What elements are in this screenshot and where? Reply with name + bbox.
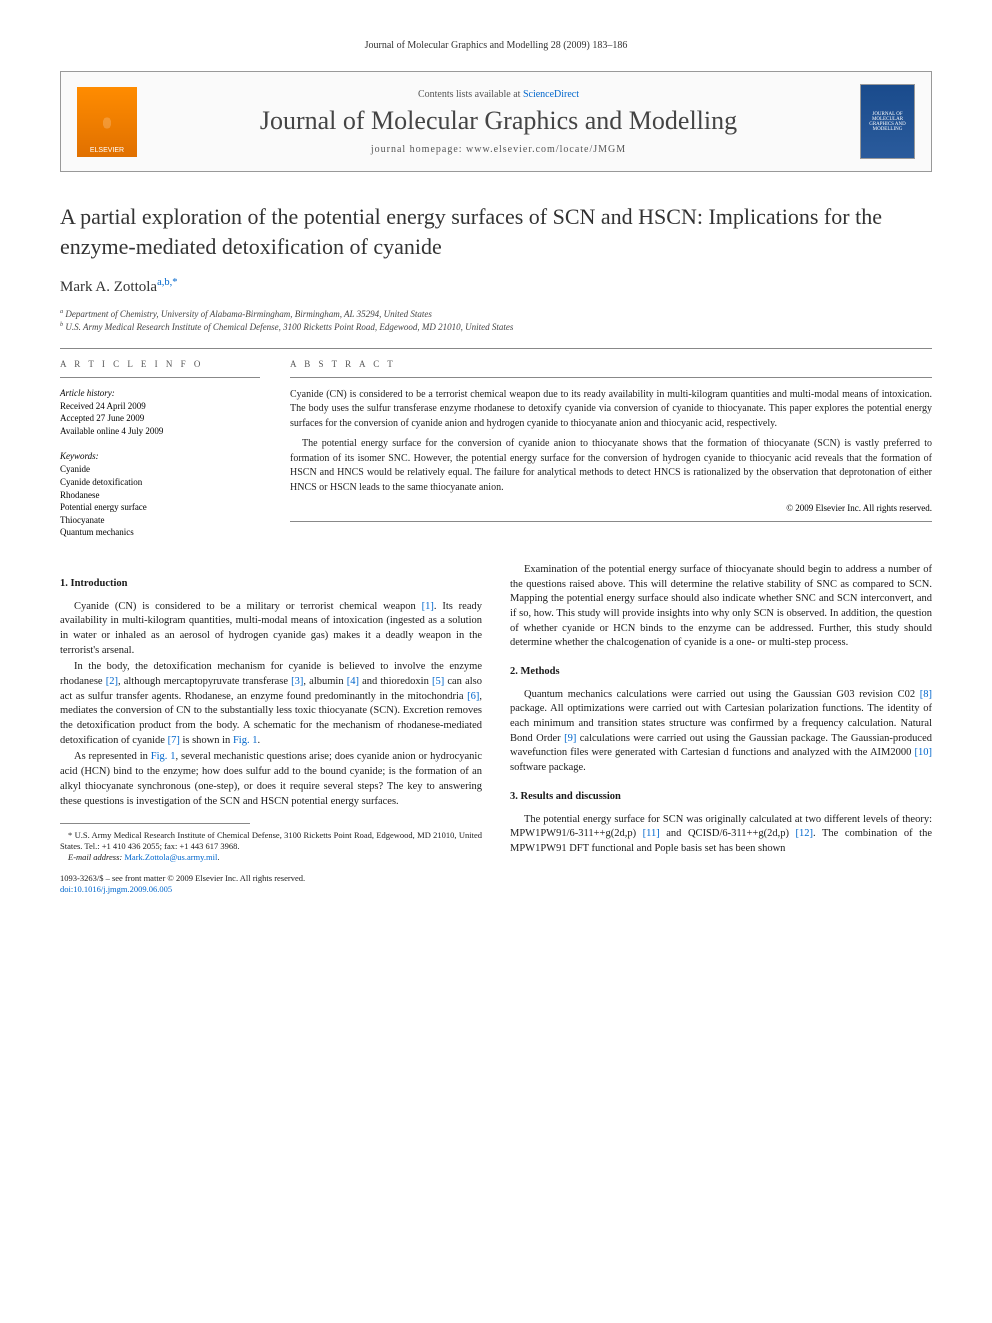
email-label: E-mail address: xyxy=(68,852,124,862)
author-line: Mark A. Zottolaa,b,* xyxy=(60,277,932,296)
doi-link[interactable]: doi:10.1016/j.jmgm.2009.06.005 xyxy=(60,884,172,894)
keyword-item: Thiocyanate xyxy=(60,514,260,527)
footnote-separator xyxy=(60,823,250,824)
journal-header: ELSEVIER Contents lists available at Sci… xyxy=(60,71,932,172)
fig-1-link-b[interactable]: Fig. 1 xyxy=(151,751,176,762)
affiliation-a: a Department of Chemistry, University of… xyxy=(60,308,932,321)
history-online: Available online 4 July 2009 xyxy=(60,425,260,438)
ref-link-5[interactable]: [5] xyxy=(432,676,444,687)
journal-name: Journal of Molecular Graphics and Modell… xyxy=(153,106,844,136)
keyword-item: Cyanide xyxy=(60,463,260,476)
ref-link-12[interactable]: [12] xyxy=(796,828,814,839)
author-name: Mark A. Zottola xyxy=(60,279,157,295)
abstract-para-1: Cyanide (CN) is considered to be a terro… xyxy=(290,388,932,432)
article-body: 1. Introduction Cyanide (CN) is consider… xyxy=(60,563,932,896)
ref-link-4[interactable]: [4] xyxy=(347,676,359,687)
abstract-text: Cyanide (CN) is considered to be a terro… xyxy=(290,388,932,496)
section-1-head: 1. Introduction xyxy=(60,577,482,592)
author-email-link[interactable]: Mark.Zottola@us.army.mil xyxy=(124,852,217,862)
s3-p1: The potential energy surface for SCN was… xyxy=(510,813,932,857)
fig-1-link[interactable]: Fig. 1 xyxy=(233,735,258,746)
sciencedirect-link[interactable]: ScienceDirect xyxy=(523,89,579,100)
ref-link-2[interactable]: [2] xyxy=(106,676,118,687)
ref-link-6[interactable]: [6] xyxy=(467,691,479,702)
contents-prefix: Contents lists available at xyxy=(418,89,523,100)
abstract-label: A B S T R A C T xyxy=(290,359,932,369)
section-3-head: 3. Results and discussion xyxy=(510,790,932,805)
section-2-head: 2. Methods xyxy=(510,665,932,680)
article-info-block: A R T I C L E I N F O Article history: R… xyxy=(60,359,260,539)
affiliations: a Department of Chemistry, University of… xyxy=(60,308,932,333)
keywords-head: Keywords: xyxy=(60,451,260,461)
keyword-item: Potential energy surface xyxy=(60,501,260,514)
history-head: Article history: xyxy=(60,388,260,398)
author-sup-text[interactable]: a,b,* xyxy=(157,277,177,288)
email-footnote: E-mail address: Mark.Zottola@us.army.mil… xyxy=(60,852,482,863)
keyword-item: Quantum mechanics xyxy=(60,526,260,539)
corresponding-author-footnote: * U.S. Army Medical Research Institute o… xyxy=(60,830,482,852)
elsevier-label: ELSEVIER xyxy=(90,147,124,154)
affiliation-b: b U.S. Army Medical Research Institute o… xyxy=(60,321,932,334)
ref-link-9[interactable]: [9] xyxy=(564,733,576,744)
author-affil-sup: a,b,* xyxy=(157,277,177,288)
journal-cover-thumb-icon: JOURNAL OF MOLECULAR GRAPHICS AND MODELL… xyxy=(860,84,915,159)
history-accepted: Accepted 27 June 2009 xyxy=(60,412,260,425)
abstract-bottom-rule xyxy=(290,521,932,522)
abstract-rule xyxy=(290,377,932,378)
running-head: Journal of Molecular Graphics and Modell… xyxy=(60,40,932,51)
doi-line: doi:10.1016/j.jmgm.2009.06.005 xyxy=(60,884,482,895)
issn-copyright: 1093-3263/$ – see front matter © 2009 El… xyxy=(60,873,482,884)
ref-link-3[interactable]: [3] xyxy=(291,676,303,687)
article-info-label: A R T I C L E I N F O xyxy=(60,359,260,369)
info-rule xyxy=(60,377,260,378)
header-center: Contents lists available at ScienceDirec… xyxy=(153,89,844,155)
journal-homepage-line: journal homepage: www.elsevier.com/locat… xyxy=(153,144,844,155)
ref-link-1[interactable]: [1] xyxy=(422,601,434,612)
article-title: A partial exploration of the potential e… xyxy=(60,202,932,261)
s2-p1: Quantum mechanics calculations were carr… xyxy=(510,688,932,776)
s1-p4: Examination of the potential energy surf… xyxy=(510,563,932,651)
homepage-prefix: journal homepage: xyxy=(371,144,466,155)
elsevier-logo-icon: ELSEVIER xyxy=(77,87,137,157)
keyword-item: Cyanide detoxification xyxy=(60,476,260,489)
journal-homepage-url[interactable]: www.elsevier.com/locate/JMGM xyxy=(466,144,626,155)
ref-link-11[interactable]: [11] xyxy=(643,828,660,839)
ref-link-8[interactable]: [8] xyxy=(920,689,932,700)
abstract-block: A B S T R A C T Cyanide (CN) is consider… xyxy=(290,359,932,539)
history-received: Received 24 April 2009 xyxy=(60,400,260,413)
abstract-copyright: © 2009 Elsevier Inc. All rights reserved… xyxy=(290,503,932,513)
ref-link-10[interactable]: [10] xyxy=(915,747,933,758)
meta-abstract-row: A R T I C L E I N F O Article history: R… xyxy=(60,359,932,539)
s1-p3: As represented in Fig. 1, several mechan… xyxy=(60,750,482,809)
keyword-item: Rhodanese xyxy=(60,489,260,502)
cover-caption: JOURNAL OF MOLECULAR GRAPHICS AND MODELL… xyxy=(863,112,912,132)
s1-p2: In the body, the detoxification mechanis… xyxy=(60,660,482,748)
abstract-para-2: The potential energy surface for the con… xyxy=(290,437,932,495)
contents-available-line: Contents lists available at ScienceDirec… xyxy=(153,89,844,100)
s1-p1: Cyanide (CN) is considered to be a milit… xyxy=(60,600,482,659)
separator-rule xyxy=(60,348,932,349)
ref-link-7[interactable]: [7] xyxy=(168,735,180,746)
